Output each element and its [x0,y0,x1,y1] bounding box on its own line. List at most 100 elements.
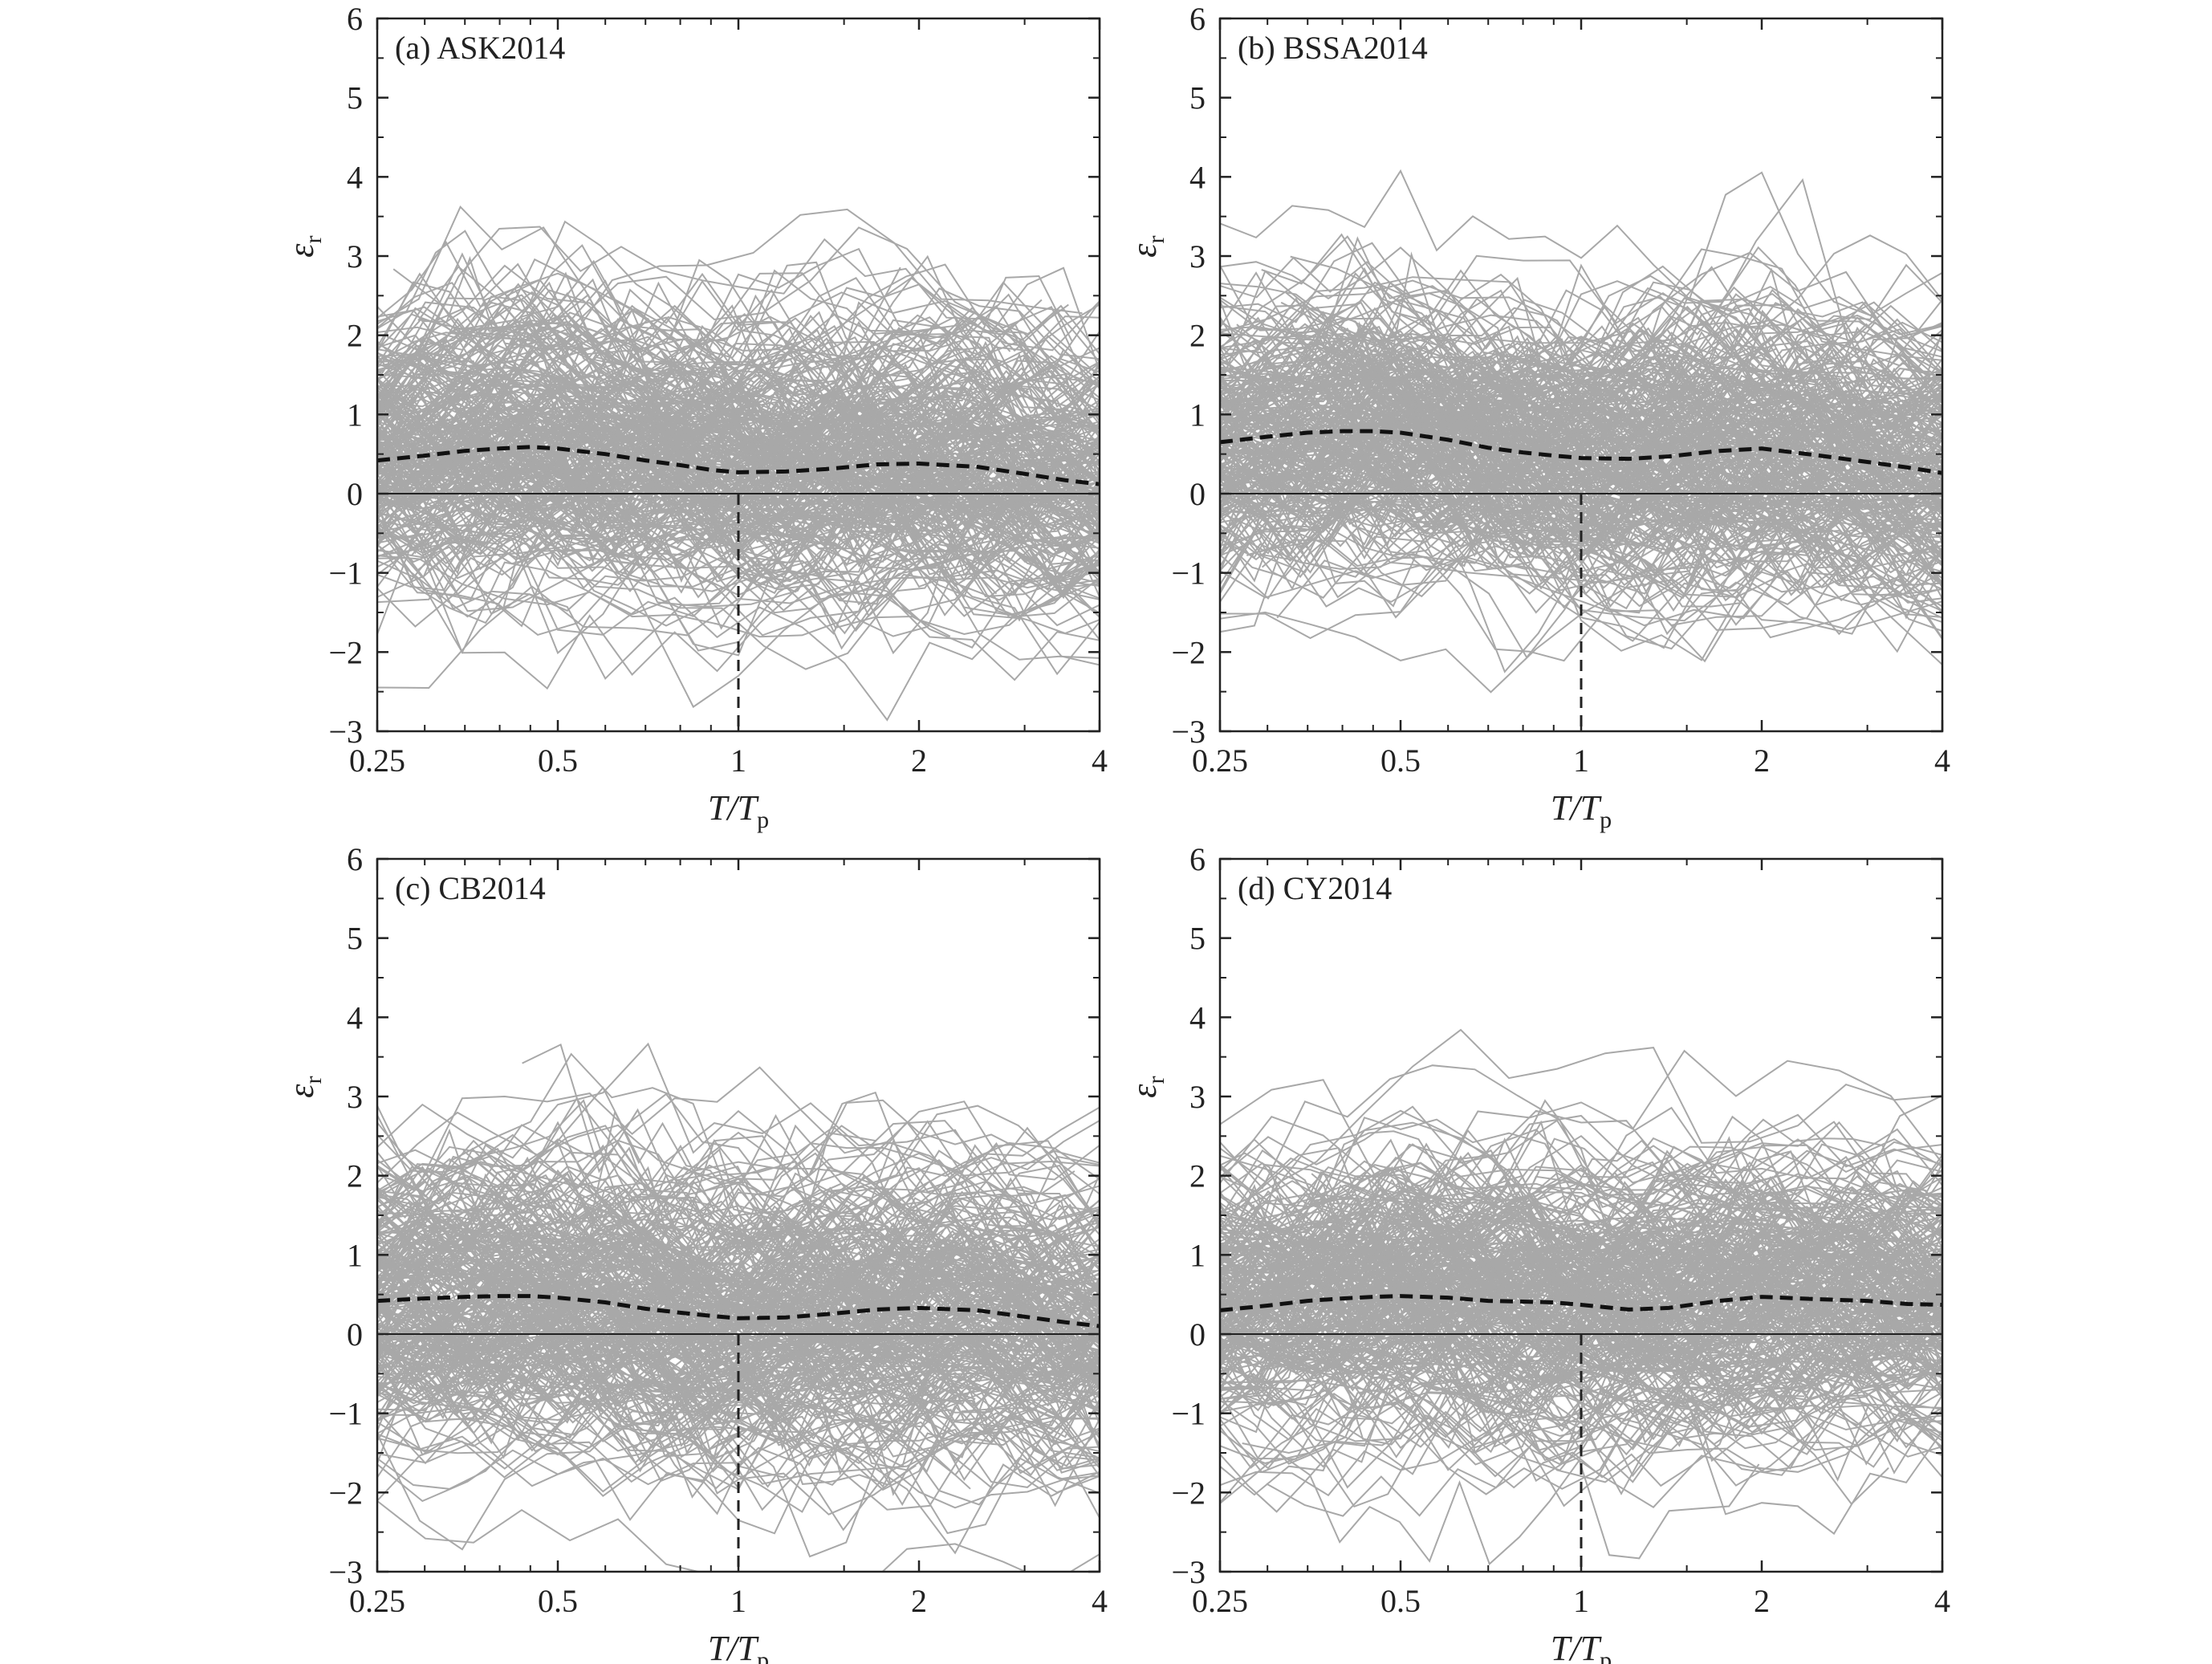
y-tick-label: 3 [347,1079,363,1115]
background-trace [377,1169,1100,1376]
background-trace [377,1191,1100,1289]
y-tick-label: 4 [347,999,363,1035]
background-trace [377,372,1100,539]
background-trace [377,1164,1100,1328]
x-tick-label: 4 [1092,742,1108,779]
y-tick-label: −1 [328,1396,363,1432]
y-tick-label: 6 [1189,841,1206,877]
background-trace [1220,1236,1826,1337]
background-trace [445,393,988,485]
background-trace [377,462,1100,637]
background-trace [377,1209,1100,1349]
background-trace [1220,1268,1942,1414]
y-tick-label: 0 [1189,1316,1206,1353]
background-trace [1325,397,1779,549]
axis-label-subscript: p [757,807,769,833]
background-trace [377,262,1011,391]
y-axis-label: εr [282,1076,327,1097]
background-trace [1220,276,1942,478]
background-trace [1284,291,1942,388]
background-trace [377,1121,1100,1212]
background-trace [377,1357,1008,1511]
background-trace [377,400,1100,584]
y-tick-label: 1 [1189,397,1206,433]
background-trace [1311,1145,1942,1303]
background-trace [1220,425,1942,557]
x-tick-label: 2 [911,742,927,779]
x-tick-label: 0.25 [1192,1583,1248,1619]
background-trace [377,272,1100,427]
background-trace [424,458,1100,576]
background-trace [1220,393,1942,560]
background-trace [1220,1452,1760,1566]
y-tick-label: 4 [1189,999,1206,1035]
background-traces [377,1042,1100,1572]
background-trace [377,226,1069,363]
background-trace [377,272,1100,480]
background-trace [377,357,1100,525]
background-trace [377,450,1100,552]
x-tick-label: 1 [1573,742,1589,779]
y-tick-label: 0 [347,1316,363,1353]
background-trace [1220,1219,1942,1338]
x-tick-label: 4 [1934,742,1950,779]
axis-label-subscript: r [300,1076,327,1084]
axis-label-subscript: p [1600,807,1612,833]
background-trace [1220,1227,1942,1318]
background-trace [1220,424,1942,559]
y-tick-label: 3 [1189,238,1206,275]
panel-label: (b) BSSA2014 [1238,30,1428,66]
y-tick-label: 3 [347,238,363,275]
background-trace [377,303,1100,435]
background-trace [377,1500,1100,1572]
y-tick-label: −2 [328,1475,363,1511]
x-axis-label: T/Tp [1551,1629,1612,1664]
x-tick-label: 0.25 [349,1583,405,1619]
background-trace [1296,401,1942,539]
background-trace [377,1381,1100,1551]
background-trace [377,1271,945,1409]
background-trace [377,1166,1100,1361]
background-trace [1220,1243,1942,1436]
y-tick-label: 5 [1189,921,1206,957]
y-tick-label: 3 [1189,1079,1206,1115]
x-axis-label: T/Tp [708,788,769,833]
y-tick-label: 5 [1189,80,1206,116]
background-trace [377,1267,1100,1446]
background-trace [377,1330,889,1434]
y-tick-label: 6 [347,1,363,37]
chart-panel-b: −3 −2 −1 0 1 2 3 4 5 6 0.25 0.5 1 2 4 T/Tp εr (b) BSSA201… [1124,1,1950,833]
background-trace [377,1385,1100,1506]
background-trace [1220,1340,1942,1496]
y-tick-label: 2 [1189,1158,1206,1194]
background-trace [434,1260,1100,1425]
x-tick-label: 0.5 [538,1583,578,1619]
chart-panel-c: −3 −2 −1 0 1 2 3 4 5 6 0.25 0.5 1 2 4 T/Tp εr (c) CB2014 [282,841,1108,1664]
background-trace [377,523,1100,657]
background-traces [1220,169,1942,694]
x-tick-label: 2 [1754,1583,1770,1619]
background-trace [1220,471,1942,595]
background-trace [377,1379,1100,1495]
x-tick-label: 0.5 [538,742,578,779]
background-trace [1220,403,1895,549]
y-tick-label: −3 [1171,1554,1206,1590]
x-tick-label: 0.5 [1380,1583,1421,1619]
background-trace [377,401,931,515]
x-tick-label: 1 [730,742,746,779]
background-trace [1220,434,1942,526]
background-trace [377,459,1100,655]
background-trace [377,369,1081,530]
axis-label-subscript: r [1143,235,1169,243]
x-axis-label: T/Tp [708,1629,769,1664]
background-trace [377,1182,1100,1332]
background-trace [1315,246,1942,415]
background-trace [377,1222,1100,1353]
y-tick-label: 6 [347,841,363,877]
mean-curve [1219,1294,1943,1312]
background-traces [377,205,1100,722]
background-trace [1220,336,1802,487]
background-trace [1285,348,1942,470]
y-tick-label: 4 [1189,159,1206,195]
background-trace [455,324,1100,519]
